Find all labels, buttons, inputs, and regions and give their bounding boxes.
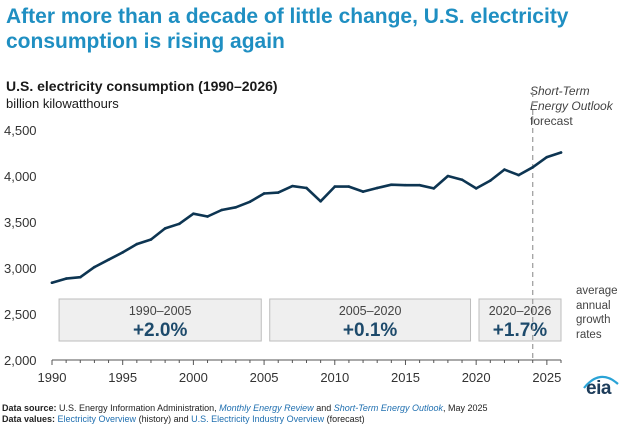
data-point-1994 — [107, 258, 110, 262]
data-point-1995 — [121, 251, 124, 254]
data-point-2025 — [545, 155, 549, 159]
data-point-1996 — [135, 242, 139, 246]
forecast-label-text: forecast — [530, 114, 573, 128]
data-values-text: (history) and — [138, 414, 189, 424]
x-tick-label: 1990 — [38, 370, 67, 385]
consumption-series-line — [50, 151, 563, 284]
industry-overview-link[interactable]: U.S. Electricity Industry Overview — [191, 414, 325, 424]
data-point-2026 — [559, 151, 563, 154]
data-point-2002 — [220, 208, 223, 212]
data-point-2005 — [262, 192, 266, 195]
growth-box-1 — [58, 298, 262, 342]
y-tick-label: 3,000 — [4, 261, 37, 276]
growth-box-period: 2005–2020 — [339, 304, 402, 318]
x-tick-label: 2020 — [462, 370, 491, 385]
data-point-1991 — [64, 277, 68, 280]
eia-logo-arc-icon — [583, 375, 619, 389]
data-point-2023 — [517, 173, 520, 177]
data-point-2016 — [418, 183, 421, 187]
data-values-line: Data values: Electricity Overview (histo… — [2, 414, 488, 425]
growth-box-rate: +1.7% — [493, 320, 548, 341]
y-axis: 2,000 2,500 3,000 3,500 4,000 4,500 — [4, 123, 37, 368]
data-point-2022 — [503, 168, 506, 171]
data-source-label: Data source: — [2, 403, 57, 413]
data-point-2013 — [375, 186, 379, 190]
data-point-2014 — [390, 183, 393, 187]
growth-boxes: 1990–2005 +2.0% 2005–2020 +0.1% 2020–2026 +1.… — [58, 298, 562, 342]
data-point-2024 — [531, 165, 535, 169]
data-point-2007 — [291, 184, 294, 188]
x-tick-label: 1995 — [108, 370, 137, 385]
data-point-2018 — [446, 174, 450, 178]
data-point-1990 — [50, 281, 54, 285]
eia-logo: eia — [586, 378, 611, 399]
data-source-text: U.S. Energy Information Administration, — [59, 403, 217, 413]
data-values-label: Data values: — [2, 414, 56, 424]
data-point-2019 — [460, 178, 464, 181]
x-tick-label: 2005 — [250, 370, 279, 385]
growth-box-3 — [478, 298, 562, 342]
data-point-2004 — [248, 200, 252, 204]
y-tick-label: 2,500 — [4, 307, 37, 322]
data-point-2009 — [319, 200, 322, 203]
growth-box-2 — [269, 298, 472, 342]
forecast-label: Short-Term Energy Outlook forecast — [530, 84, 626, 129]
x-tick-label: 2015 — [391, 370, 420, 385]
data-point-2001 — [206, 215, 209, 218]
y-tick-label: 3,500 — [4, 215, 37, 230]
data-source-line: Data source: U.S. Energy Information Adm… — [2, 403, 488, 414]
chart-notes: Data source: U.S. Energy Information Adm… — [2, 403, 488, 425]
data-point-1998 — [163, 227, 167, 230]
data-point-2020 — [474, 187, 478, 190]
data-point-2000 — [192, 212, 195, 216]
forecast-label-source: Short-Term Energy Outlook — [530, 84, 613, 113]
data-point-2011 — [347, 185, 351, 188]
data-point-1997 — [149, 238, 153, 241]
headline-line-2: consumption is rising again — [6, 30, 285, 53]
steo-link[interactable]: Short-Term Energy Outlook — [333, 403, 443, 413]
chart-title: U.S. electricity consumption (1990–2026) — [6, 78, 278, 94]
growth-box-period: 2020–2026 — [489, 304, 552, 318]
data-points — [50, 151, 563, 285]
electricity-overview-link[interactable]: Electricity Overview — [57, 414, 137, 424]
x-tick-label: 2000 — [179, 370, 208, 385]
headline: After more than a decade of little chang… — [6, 4, 616, 54]
y-tick-label: 4,000 — [4, 169, 37, 184]
x-tick-label: 2010 — [320, 370, 349, 385]
growth-box-rate: +0.1% — [343, 320, 398, 341]
data-source-and: and — [316, 403, 332, 413]
growth-box-period: 1990–2005 — [129, 304, 192, 318]
x-axis: 1990 1995 2000 2005 2010 2015 2020 2025 — [38, 359, 562, 385]
data-point-2017 — [432, 187, 436, 190]
data-values-forecast: (forecast) — [326, 414, 365, 424]
data-point-2015 — [404, 183, 407, 187]
y-tick-label: 4,500 — [4, 123, 37, 138]
monthly-energy-review-link[interactable]: Monthly Energy Review — [219, 403, 314, 413]
data-point-1992 — [78, 275, 82, 279]
headline-line-1: After more than a decade of little chang… — [6, 5, 569, 28]
data-point-2010 — [333, 185, 337, 188]
data-point-2012 — [361, 190, 365, 193]
x-tick-label: 2025 — [532, 370, 561, 385]
chart-subtitle: billion kilowatthours — [6, 96, 119, 111]
growth-box-rate: +2.0% — [133, 320, 188, 341]
data-point-2008 — [305, 186, 308, 190]
data-point-1999 — [177, 222, 181, 226]
y-tick-label: 2,000 — [4, 353, 37, 368]
data-point-2003 — [234, 205, 238, 209]
growth-rate-label: average annual growth rates — [576, 285, 618, 341]
data-point-2021 — [489, 179, 492, 182]
data-source-date: , May 2025 — [442, 403, 488, 413]
data-point-2006 — [276, 191, 280, 194]
data-point-1993 — [93, 265, 96, 269]
